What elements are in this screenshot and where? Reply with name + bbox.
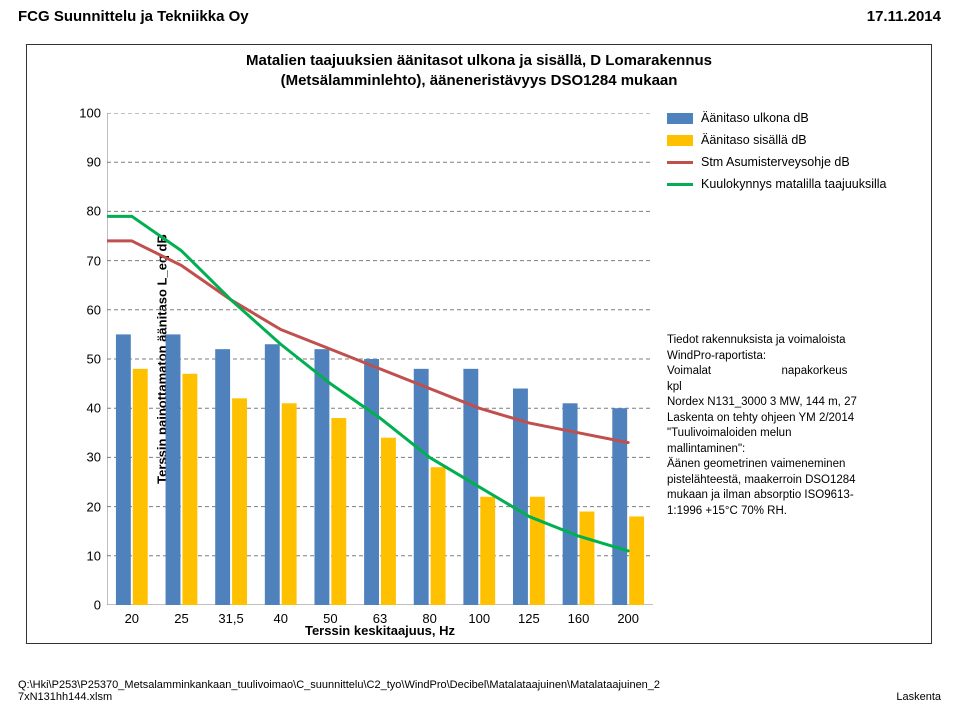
y-tick: 80: [73, 204, 101, 219]
legend-label: Äänitaso ulkona dB: [701, 111, 809, 125]
x-tick: 125: [518, 611, 540, 626]
company-name: FCG Suunnittelu ja Tekniikka Oy: [18, 8, 249, 25]
y-tick: 90: [73, 155, 101, 170]
x-tick: 20: [125, 611, 139, 626]
legend-swatch: [667, 135, 693, 146]
y-tick: 100: [73, 106, 101, 121]
legend-item: Äänitaso sisällä dB: [667, 133, 937, 147]
legend-item: Stm Asumisterveysohje dB: [667, 155, 937, 169]
chart-title: Matalien taajuuksien äänitasot ulkona ja…: [27, 45, 931, 96]
info-l10: pistelähteestä, maakerroin DSO1284: [667, 473, 939, 489]
x-tick: 25: [174, 611, 188, 626]
info-l3: Voimalat napakorkeus: [667, 364, 939, 380]
footer: Q:\Hki\P253\P25370_Metsalamminkankaan_tu…: [18, 679, 941, 703]
legend-label: Stm Asumisterveysohje dB: [701, 155, 850, 169]
plot-svg-wrap: [107, 113, 653, 605]
plot-area: Terssin painottamaton äänitaso L_eq dB T…: [107, 113, 653, 605]
y-tick: 0: [73, 598, 101, 613]
info-l12: 1:1996 +15°C 70% RH.: [667, 504, 939, 520]
legend-label: Äänitaso sisällä dB: [701, 133, 807, 147]
chart-title-line1: Matalien taajuuksien äänitasot ulkona ja…: [37, 51, 921, 71]
info-l9: Äänen geometrinen vaimeneminen: [667, 457, 939, 473]
y-tick: 20: [73, 499, 101, 514]
info-l2: WindPro-raportista:: [667, 349, 939, 365]
x-tick: 80: [422, 611, 436, 626]
y-tick: 40: [73, 401, 101, 416]
info-l6: Laskenta on tehty ohjeen YM 2/2014: [667, 411, 939, 427]
info-box: Tiedot rakennuksista ja voimaloista Wind…: [667, 333, 939, 519]
legend-line: [667, 161, 693, 164]
footer-left: Q:\Hki\P253\P25370_Metsalamminkankaan_tu…: [18, 679, 660, 703]
page-header: FCG Suunnittelu ja Tekniikka Oy 17.11.20…: [18, 8, 941, 25]
chart-title-line2: (Metsälamminlehto), ääneneristävyys DSO1…: [37, 71, 921, 91]
info-l1: Tiedot rakennuksista ja voimaloista: [667, 333, 939, 349]
legend-label: Kuulokynnys matalilla taajuuksilla: [701, 177, 887, 191]
y-tick: 50: [73, 352, 101, 367]
legend: Äänitaso ulkona dB Äänitaso sisällä dB Stm…: [667, 111, 937, 199]
chart-frame: Matalien taajuuksien äänitasot ulkona ja…: [26, 44, 932, 644]
x-tick: 40: [273, 611, 287, 626]
legend-line: [667, 183, 693, 186]
footer-file: 7xN131hh144.xlsm: [18, 691, 660, 703]
page: FCG Suunnittelu ja Tekniikka Oy 17.11.20…: [0, 0, 959, 709]
chart-svg: [107, 113, 653, 605]
info-l5: Nordex N131_3000 3 MW, 144 m, 27: [667, 395, 939, 411]
legend-item: Äänitaso ulkona dB: [667, 111, 937, 125]
x-tick: 31,5: [218, 611, 243, 626]
info-l7: "Tuulivoimaloiden melun: [667, 426, 939, 442]
x-tick: 63: [373, 611, 387, 626]
info-l4: kpl: [667, 380, 939, 396]
x-tick: 160: [568, 611, 590, 626]
x-tick: 50: [323, 611, 337, 626]
header-date: 17.11.2014: [867, 8, 941, 25]
footer-right: Laskenta: [896, 691, 941, 703]
legend-swatch: [667, 113, 693, 124]
y-tick: 60: [73, 302, 101, 317]
y-tick: 70: [73, 253, 101, 268]
info-l8: mallintaminen":: [667, 442, 939, 458]
x-tick: 200: [617, 611, 639, 626]
legend-item: Kuulokynnys matalilla taajuuksilla: [667, 177, 937, 191]
y-tick: 10: [73, 548, 101, 563]
y-tick: 30: [73, 450, 101, 465]
x-tick: 100: [468, 611, 490, 626]
footer-path: Q:\Hki\P253\P25370_Metsalamminkankaan_tu…: [18, 679, 660, 691]
info-l11: mukaan ja ilman absorptio ISO9613-: [667, 488, 939, 504]
